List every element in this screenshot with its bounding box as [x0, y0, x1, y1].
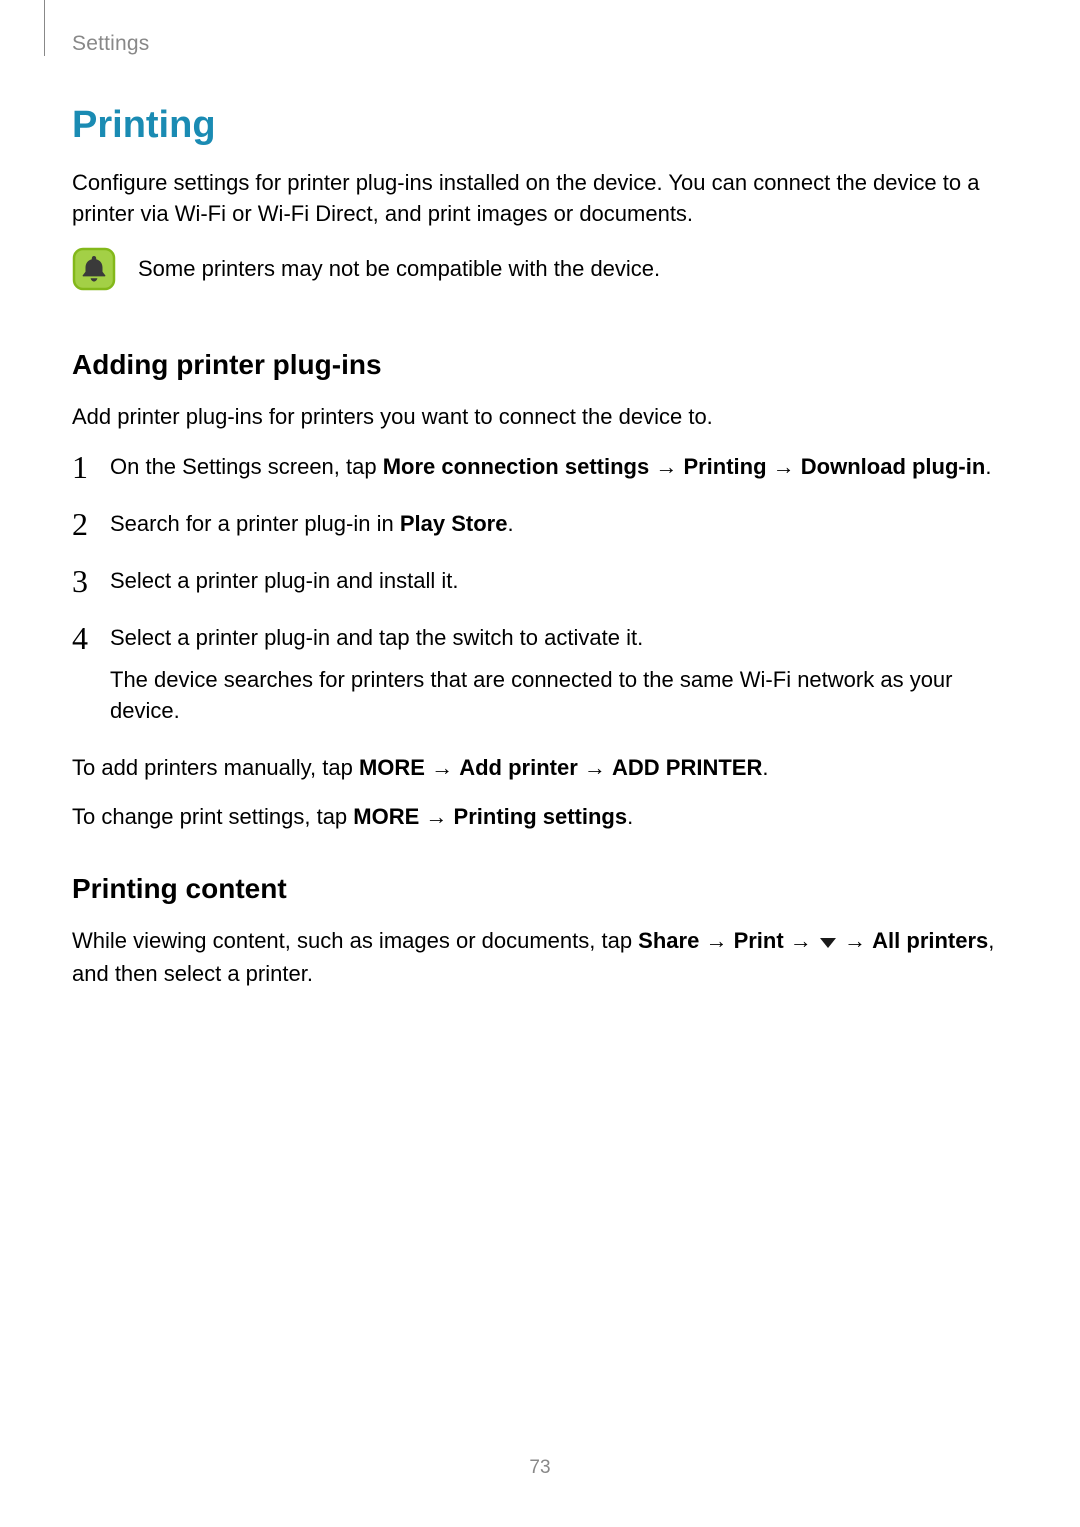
after-para-print-settings: To change print settings, tap MORE → Pri… [72, 801, 1008, 832]
section-label: Settings [72, 32, 1008, 56]
page-title: Printing [72, 104, 1008, 147]
step-item: Select a printer plug-in and tap the swi… [72, 622, 1008, 726]
bell-icon [72, 247, 116, 291]
printing-content-para: While viewing content, such as images or… [72, 925, 1008, 989]
step-item: Select a printer plug-in and install it. [72, 565, 1008, 596]
after-para-add-manually: To add printers manually, tap MORE → Add… [72, 752, 1008, 783]
note-callout: Some printers may not be compatible with… [72, 247, 1008, 291]
step-subtext: The device searches for printers that ar… [110, 664, 1008, 726]
steps-list: On the Settings screen, tap More connect… [72, 451, 1008, 726]
subheading-adding-plugins: Adding printer plug-ins [72, 349, 1008, 381]
page-header: Settings [72, 32, 1008, 60]
note-text: Some printers may not be compatible with… [138, 254, 660, 285]
dropdown-icon [818, 927, 838, 958]
subheading-printing-content: Printing content [72, 873, 1008, 905]
header-rule [44, 0, 45, 56]
step-item: On the Settings screen, tap More connect… [72, 451, 1008, 482]
subsection-intro: Add printer plug-ins for printers you wa… [72, 401, 1008, 432]
step-item: Search for a printer plug-in in Play Sto… [72, 508, 1008, 539]
intro-paragraph: Configure settings for printer plug-ins … [72, 167, 1008, 229]
page-number: 73 [0, 1457, 1080, 1479]
